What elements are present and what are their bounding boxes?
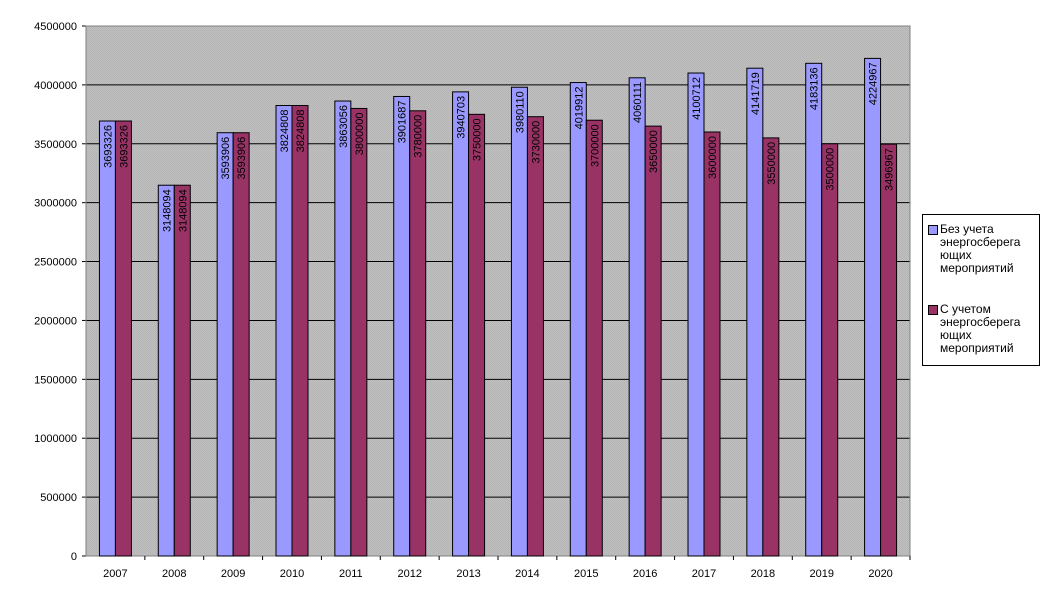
bar-with-measures: [526, 116, 544, 557]
data-label: 3780000: [413, 115, 425, 158]
y-tick-label: 2000000: [34, 315, 77, 327]
data-label: 4141719: [750, 72, 762, 115]
x-tick-label: 2008: [162, 568, 186, 580]
bar-without-measures: [98, 120, 116, 557]
bar-without-measures: [510, 86, 528, 557]
bar-without-measures: [216, 132, 234, 557]
bar-without-measures: [805, 62, 823, 557]
bar-without-measures: [275, 105, 293, 557]
data-label: 3500000: [825, 148, 837, 191]
bar-without-measures: [452, 91, 470, 557]
bar-with-measures: [821, 143, 839, 557]
bar-with-measures: [644, 125, 662, 557]
bar-with-measures: [468, 113, 486, 557]
data-label: 4019912: [573, 87, 585, 130]
y-tick-label: 3000000: [34, 198, 77, 210]
legend-line: С учетом: [940, 302, 991, 316]
y-tick-label: 1500000: [34, 374, 77, 386]
x-tick-label: 2010: [280, 568, 304, 580]
data-label: 3693326: [102, 125, 114, 168]
x-tick-label: 2012: [397, 568, 421, 580]
legend-label-with: С учетом энергосберега ющих мероприятий: [940, 303, 1040, 355]
x-tick-label: 2009: [221, 568, 245, 580]
legend-line: Без учета: [940, 222, 994, 236]
bar-with-measures: [880, 143, 898, 557]
data-label: 3593906: [236, 137, 248, 180]
bar-without-measures: [157, 184, 175, 557]
data-label: 4224967: [868, 62, 880, 105]
data-label: 3496967: [884, 148, 896, 191]
bar-with-measures: [291, 105, 309, 557]
x-tick-label: 2015: [574, 568, 598, 580]
y-tick-label: 1000000: [34, 433, 77, 445]
bar-without-measures: [393, 95, 411, 557]
bar-with-measures: [703, 131, 721, 557]
data-label: 3824808: [279, 110, 291, 153]
bar-with-measures: [585, 119, 603, 557]
data-label: 3693326: [118, 125, 130, 168]
data-label: 4060111: [632, 82, 644, 123]
data-label: 3148094: [161, 189, 173, 232]
data-label: 3750000: [472, 118, 484, 161]
data-label: 3593906: [220, 137, 232, 180]
bar-with-measures: [409, 110, 427, 557]
bar-without-measures: [628, 77, 646, 557]
data-label: 3824808: [295, 110, 307, 153]
y-tick-label: 3500000: [34, 139, 77, 151]
data-label: 3863056: [338, 105, 350, 148]
data-label: 3901687: [397, 100, 409, 143]
legend-line: энергосберега: [940, 235, 1021, 249]
legend-line: ющих: [940, 248, 972, 262]
x-tick-label: 2020: [868, 568, 892, 580]
x-tick-label: 2017: [692, 568, 716, 580]
data-label: 3550000: [766, 142, 778, 185]
bar-without-measures: [864, 57, 882, 557]
legend-line: ющих: [940, 328, 972, 342]
legend-label-without: Без учета энергосберега ющих мероприятий: [940, 223, 1040, 275]
x-tick-label: 2014: [515, 568, 539, 580]
legend-line: энергосберега: [940, 315, 1021, 329]
bar-without-measures: [334, 100, 352, 557]
bar-with-measures: [350, 107, 368, 557]
bar-without-measures: [746, 67, 764, 557]
bar-with-measures: [232, 132, 250, 557]
bar-with-measures: [173, 184, 191, 557]
data-label: 4183136: [809, 67, 821, 110]
data-label: 3650000: [648, 130, 660, 173]
data-label: 3700000: [589, 124, 601, 167]
legend-swatch-with: [928, 305, 938, 315]
y-tick-label: 4000000: [34, 80, 77, 92]
x-tick-label: 2013: [456, 568, 480, 580]
data-label: 3800000: [354, 112, 366, 155]
y-tick-label: 500000: [40, 492, 77, 504]
plot-area: [86, 26, 910, 556]
data-label: 4100712: [691, 77, 703, 120]
legend-swatch-without: [928, 225, 938, 235]
legend-line: мероприятий: [940, 261, 1014, 275]
bar-without-measures: [569, 82, 587, 557]
x-tick-label: 2018: [751, 568, 775, 580]
y-tick-label: 2500000: [34, 257, 77, 269]
x-tick-label: 2019: [809, 568, 833, 580]
x-tick-label: 2007: [103, 568, 127, 580]
data-label: 3980110: [514, 91, 526, 133]
data-label: 3148094: [177, 189, 189, 232]
bar-without-measures: [687, 72, 705, 557]
bar-with-measures: [114, 120, 132, 557]
chart-legend: Без учета энергосберега ющих мероприятий…: [922, 214, 1040, 366]
y-tick-label: 0: [71, 551, 77, 563]
x-tick-label: 2016: [633, 568, 657, 580]
y-tick-label: 4500000: [34, 21, 77, 33]
legend-line: мероприятий: [940, 341, 1014, 355]
data-label: 3730000: [530, 121, 542, 164]
data-label: 3600000: [707, 136, 719, 179]
x-tick-label: 2011: [339, 568, 363, 580]
bar-with-measures: [762, 137, 780, 557]
data-label: 3940703: [456, 96, 468, 139]
